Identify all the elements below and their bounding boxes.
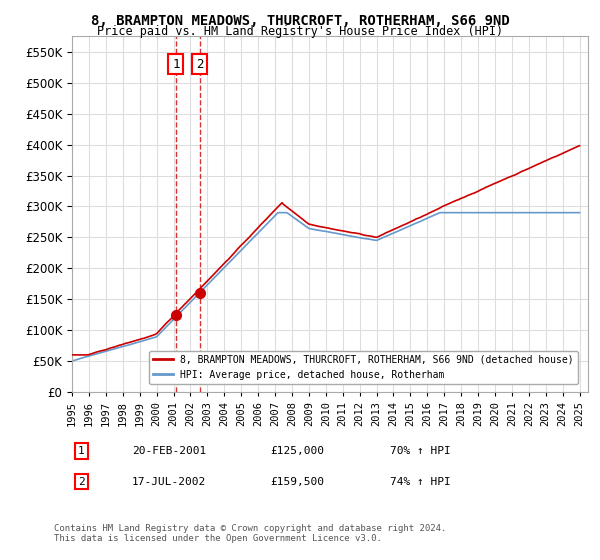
Text: Contains HM Land Registry data © Crown copyright and database right 2024.
This d: Contains HM Land Registry data © Crown c… (54, 524, 446, 543)
Text: 2: 2 (78, 477, 85, 487)
Text: 8, BRAMPTON MEADOWS, THURCROFT, ROTHERHAM, S66 9ND: 8, BRAMPTON MEADOWS, THURCROFT, ROTHERHA… (91, 14, 509, 28)
Legend: 8, BRAMPTON MEADOWS, THURCROFT, ROTHERHAM, S66 9ND (detached house), HPI: Averag: 8, BRAMPTON MEADOWS, THURCROFT, ROTHERHA… (149, 351, 578, 384)
Text: Price paid vs. HM Land Registry's House Price Index (HPI): Price paid vs. HM Land Registry's House … (97, 25, 503, 38)
Text: 20-FEB-2001: 20-FEB-2001 (132, 446, 206, 456)
Text: 1: 1 (172, 58, 179, 71)
Text: 2: 2 (196, 58, 203, 71)
Text: 17-JUL-2002: 17-JUL-2002 (132, 477, 206, 487)
Text: 74% ↑ HPI: 74% ↑ HPI (390, 477, 451, 487)
Text: 70% ↑ HPI: 70% ↑ HPI (390, 446, 451, 456)
Text: £125,000: £125,000 (270, 446, 324, 456)
Text: 1: 1 (78, 446, 85, 456)
Text: £159,500: £159,500 (270, 477, 324, 487)
